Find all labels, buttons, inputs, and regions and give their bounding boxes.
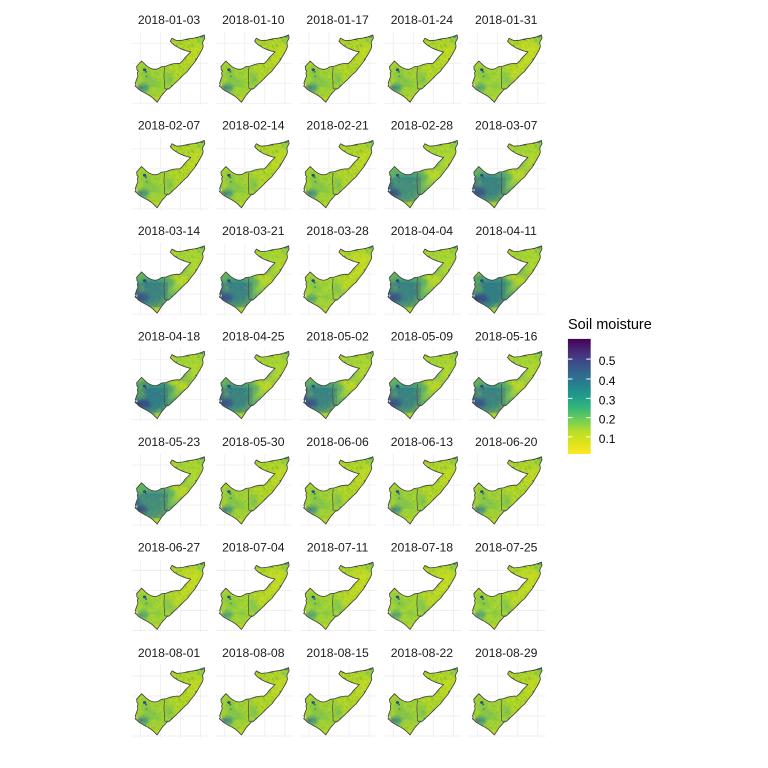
svg-text:2018-08-15: 2018-08-15 [306,646,369,660]
svg-text:2018-04-04: 2018-04-04 [391,224,454,238]
svg-text:2018-01-31: 2018-01-31 [475,13,538,27]
svg-text:2018-01-03: 2018-01-03 [138,13,201,27]
svg-text:2018-02-21: 2018-02-21 [306,119,369,133]
svg-text:2018-01-17: 2018-01-17 [306,13,369,27]
svg-text:2018-05-23: 2018-05-23 [138,435,201,449]
svg-text:2018-04-18: 2018-04-18 [138,330,201,344]
svg-text:0.5: 0.5 [599,354,616,368]
svg-text:2018-02-14: 2018-02-14 [222,119,285,133]
svg-text:2018-05-02: 2018-05-02 [306,330,369,344]
svg-text:2018-07-11: 2018-07-11 [307,540,369,554]
svg-text:2018-04-25: 2018-04-25 [222,330,285,344]
svg-text:0.2: 0.2 [599,413,616,427]
svg-text:2018-07-25: 2018-07-25 [475,540,538,554]
svg-text:2018-06-20: 2018-06-20 [475,435,538,449]
svg-text:2018-08-01: 2018-08-01 [138,646,201,660]
svg-text:2018-03-07: 2018-03-07 [475,119,538,133]
svg-text:2018-01-24: 2018-01-24 [391,13,454,27]
svg-text:2018-03-21: 2018-03-21 [222,224,285,238]
svg-text:2018-05-09: 2018-05-09 [391,330,454,344]
svg-text:2018-06-06: 2018-06-06 [306,435,369,449]
svg-text:2018-07-18: 2018-07-18 [391,540,454,554]
svg-text:2018-05-30: 2018-05-30 [222,435,285,449]
svg-text:2018-08-22: 2018-08-22 [391,646,454,660]
svg-text:2018-03-14: 2018-03-14 [138,224,201,238]
svg-text:2018-08-29: 2018-08-29 [475,646,538,660]
svg-text:2018-04-11: 2018-04-11 [475,224,537,238]
svg-text:Soil moisture: Soil moisture [568,317,652,333]
svg-text:2018-02-28: 2018-02-28 [391,119,454,133]
svg-text:2018-07-04: 2018-07-04 [222,540,285,554]
svg-text:0.1: 0.1 [599,432,616,446]
svg-text:2018-02-07: 2018-02-07 [138,119,201,133]
svg-text:0.4: 0.4 [599,374,616,388]
svg-text:2018-05-16: 2018-05-16 [475,330,538,344]
svg-text:2018-06-27: 2018-06-27 [138,540,201,554]
svg-text:2018-01-10: 2018-01-10 [222,13,285,27]
svg-text:2018-03-28: 2018-03-28 [306,224,369,238]
svg-text:2018-06-13: 2018-06-13 [391,435,454,449]
svg-text:2018-08-08: 2018-08-08 [222,646,285,660]
svg-text:0.3: 0.3 [599,393,616,407]
